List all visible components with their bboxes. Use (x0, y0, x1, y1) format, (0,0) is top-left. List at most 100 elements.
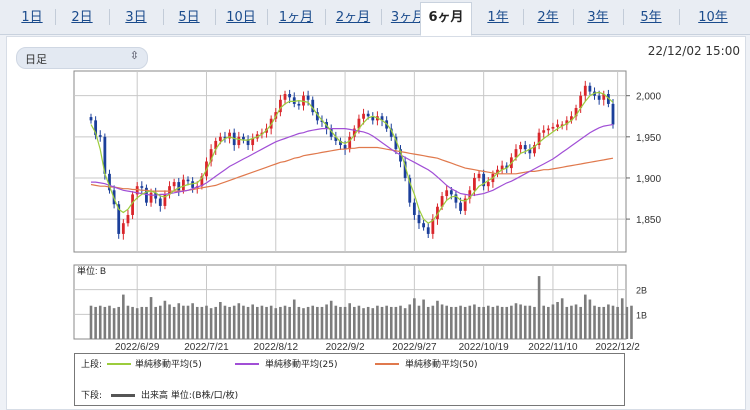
volume-bar (630, 305, 633, 339)
candle-body (149, 192, 153, 203)
volume-bar (112, 308, 116, 339)
tab-0[interactable]: 1日 (21, 10, 43, 25)
candle-body (283, 94, 287, 100)
volume-tick-label: 2B (636, 286, 647, 296)
legend-volume-label: 出来高 単位:(B株/口/枚) (141, 391, 239, 401)
candle-period-select[interactable]: 日足 ⇳ (16, 47, 148, 69)
candle-body (533, 145, 536, 154)
tab-separator (679, 9, 680, 25)
volume-bar (98, 305, 102, 339)
volume-bar (602, 306, 606, 339)
candle-body (412, 202, 416, 215)
tab-4[interactable]: 10日 (226, 10, 256, 25)
candle-body (228, 132, 231, 139)
candle-body (140, 186, 144, 188)
price-tick-label: 1,850 (636, 215, 661, 226)
ma5-line (90, 91, 614, 224)
tab-8[interactable]: 6ヶ月 (420, 2, 472, 36)
volume-bar (283, 305, 287, 339)
candle-body (278, 99, 282, 113)
tab-6[interactable]: 2ヶ月 (335, 10, 371, 25)
volume-bar (177, 303, 181, 339)
candle-period-value: 日足 (25, 53, 47, 66)
candle-body (334, 136, 338, 141)
legend-lower-label: 下段: (81, 391, 103, 401)
volume-bar (154, 306, 157, 339)
volume-bar (237, 303, 241, 339)
volume-bar (223, 305, 227, 339)
volume-bar (117, 306, 121, 339)
tab-9[interactable]: 1年 (487, 10, 509, 25)
volume-bar (491, 306, 495, 339)
candle-body (329, 128, 333, 137)
volume-bar (574, 304, 578, 339)
volume-bar (560, 298, 564, 339)
volume-bar (108, 305, 111, 339)
ma25-line (91, 123, 614, 196)
volume-bar (389, 306, 393, 339)
tab-separator (163, 9, 164, 25)
candle-body (496, 169, 499, 174)
volume-bar (450, 306, 453, 339)
volume-bar (265, 306, 268, 339)
legend-ma5-swatch (107, 363, 131, 365)
volume-bar (274, 308, 278, 339)
tab-10[interactable]: 2年 (537, 10, 559, 25)
candle-body (482, 173, 486, 187)
tab-separator (55, 9, 56, 25)
candle-body (477, 173, 481, 178)
tab-7[interactable]: 3ヶ月 (390, 10, 426, 25)
candle-body (551, 126, 555, 129)
candle-body (473, 177, 476, 191)
candle-body (339, 140, 342, 146)
candle-body (445, 190, 449, 197)
price-plot-area (73, 70, 627, 253)
candle-body (519, 145, 523, 150)
candle-body (135, 186, 139, 195)
candle-body (611, 103, 615, 125)
tab-separator (267, 9, 268, 25)
volume-bar (186, 305, 190, 339)
candle-body (366, 113, 370, 117)
candle-body (371, 116, 375, 121)
candle-body (574, 108, 578, 117)
volume-bar (593, 305, 596, 339)
candle-body (98, 135, 102, 137)
volume-bar (440, 304, 444, 339)
candle-body (117, 204, 121, 234)
volume-bar (256, 306, 259, 339)
tab-3[interactable]: 5日 (178, 10, 200, 25)
candle-body (459, 202, 462, 211)
candle-body (223, 136, 227, 139)
volume-bar (246, 306, 250, 339)
date-tick-label: 2022/10/19 (459, 342, 509, 353)
tab-separator (215, 9, 216, 25)
volume-bar (394, 306, 398, 339)
tab-5[interactable]: 1ヶ月 (278, 10, 314, 25)
candle-body (306, 95, 310, 100)
tab-separator (573, 9, 574, 25)
candle-body (523, 145, 527, 150)
tab-12[interactable]: 5年 (640, 10, 662, 25)
candle-body (89, 117, 93, 121)
volume-bar (339, 306, 342, 339)
volume-bar (436, 300, 439, 339)
volume-bar (620, 298, 624, 339)
tab-11[interactable]: 3年 (587, 10, 609, 25)
tab-2[interactable]: 3日 (125, 10, 147, 25)
volume-bar (473, 304, 476, 339)
date-tick-label: 2022/9/27 (392, 342, 437, 353)
candle-body (315, 112, 319, 121)
volume-bar (279, 306, 282, 339)
candle-body (486, 182, 490, 187)
tab-1[interactable]: 2日 (71, 10, 93, 25)
candle-body (440, 196, 444, 207)
candle-body (177, 182, 181, 191)
candle-body (556, 124, 559, 127)
volume-bar (353, 306, 356, 339)
tab-13[interactable]: 10年 (698, 10, 728, 25)
volume-bar (477, 306, 481, 339)
candle-body (380, 116, 384, 121)
volume-bar (334, 305, 338, 339)
volume-bar (228, 306, 231, 339)
